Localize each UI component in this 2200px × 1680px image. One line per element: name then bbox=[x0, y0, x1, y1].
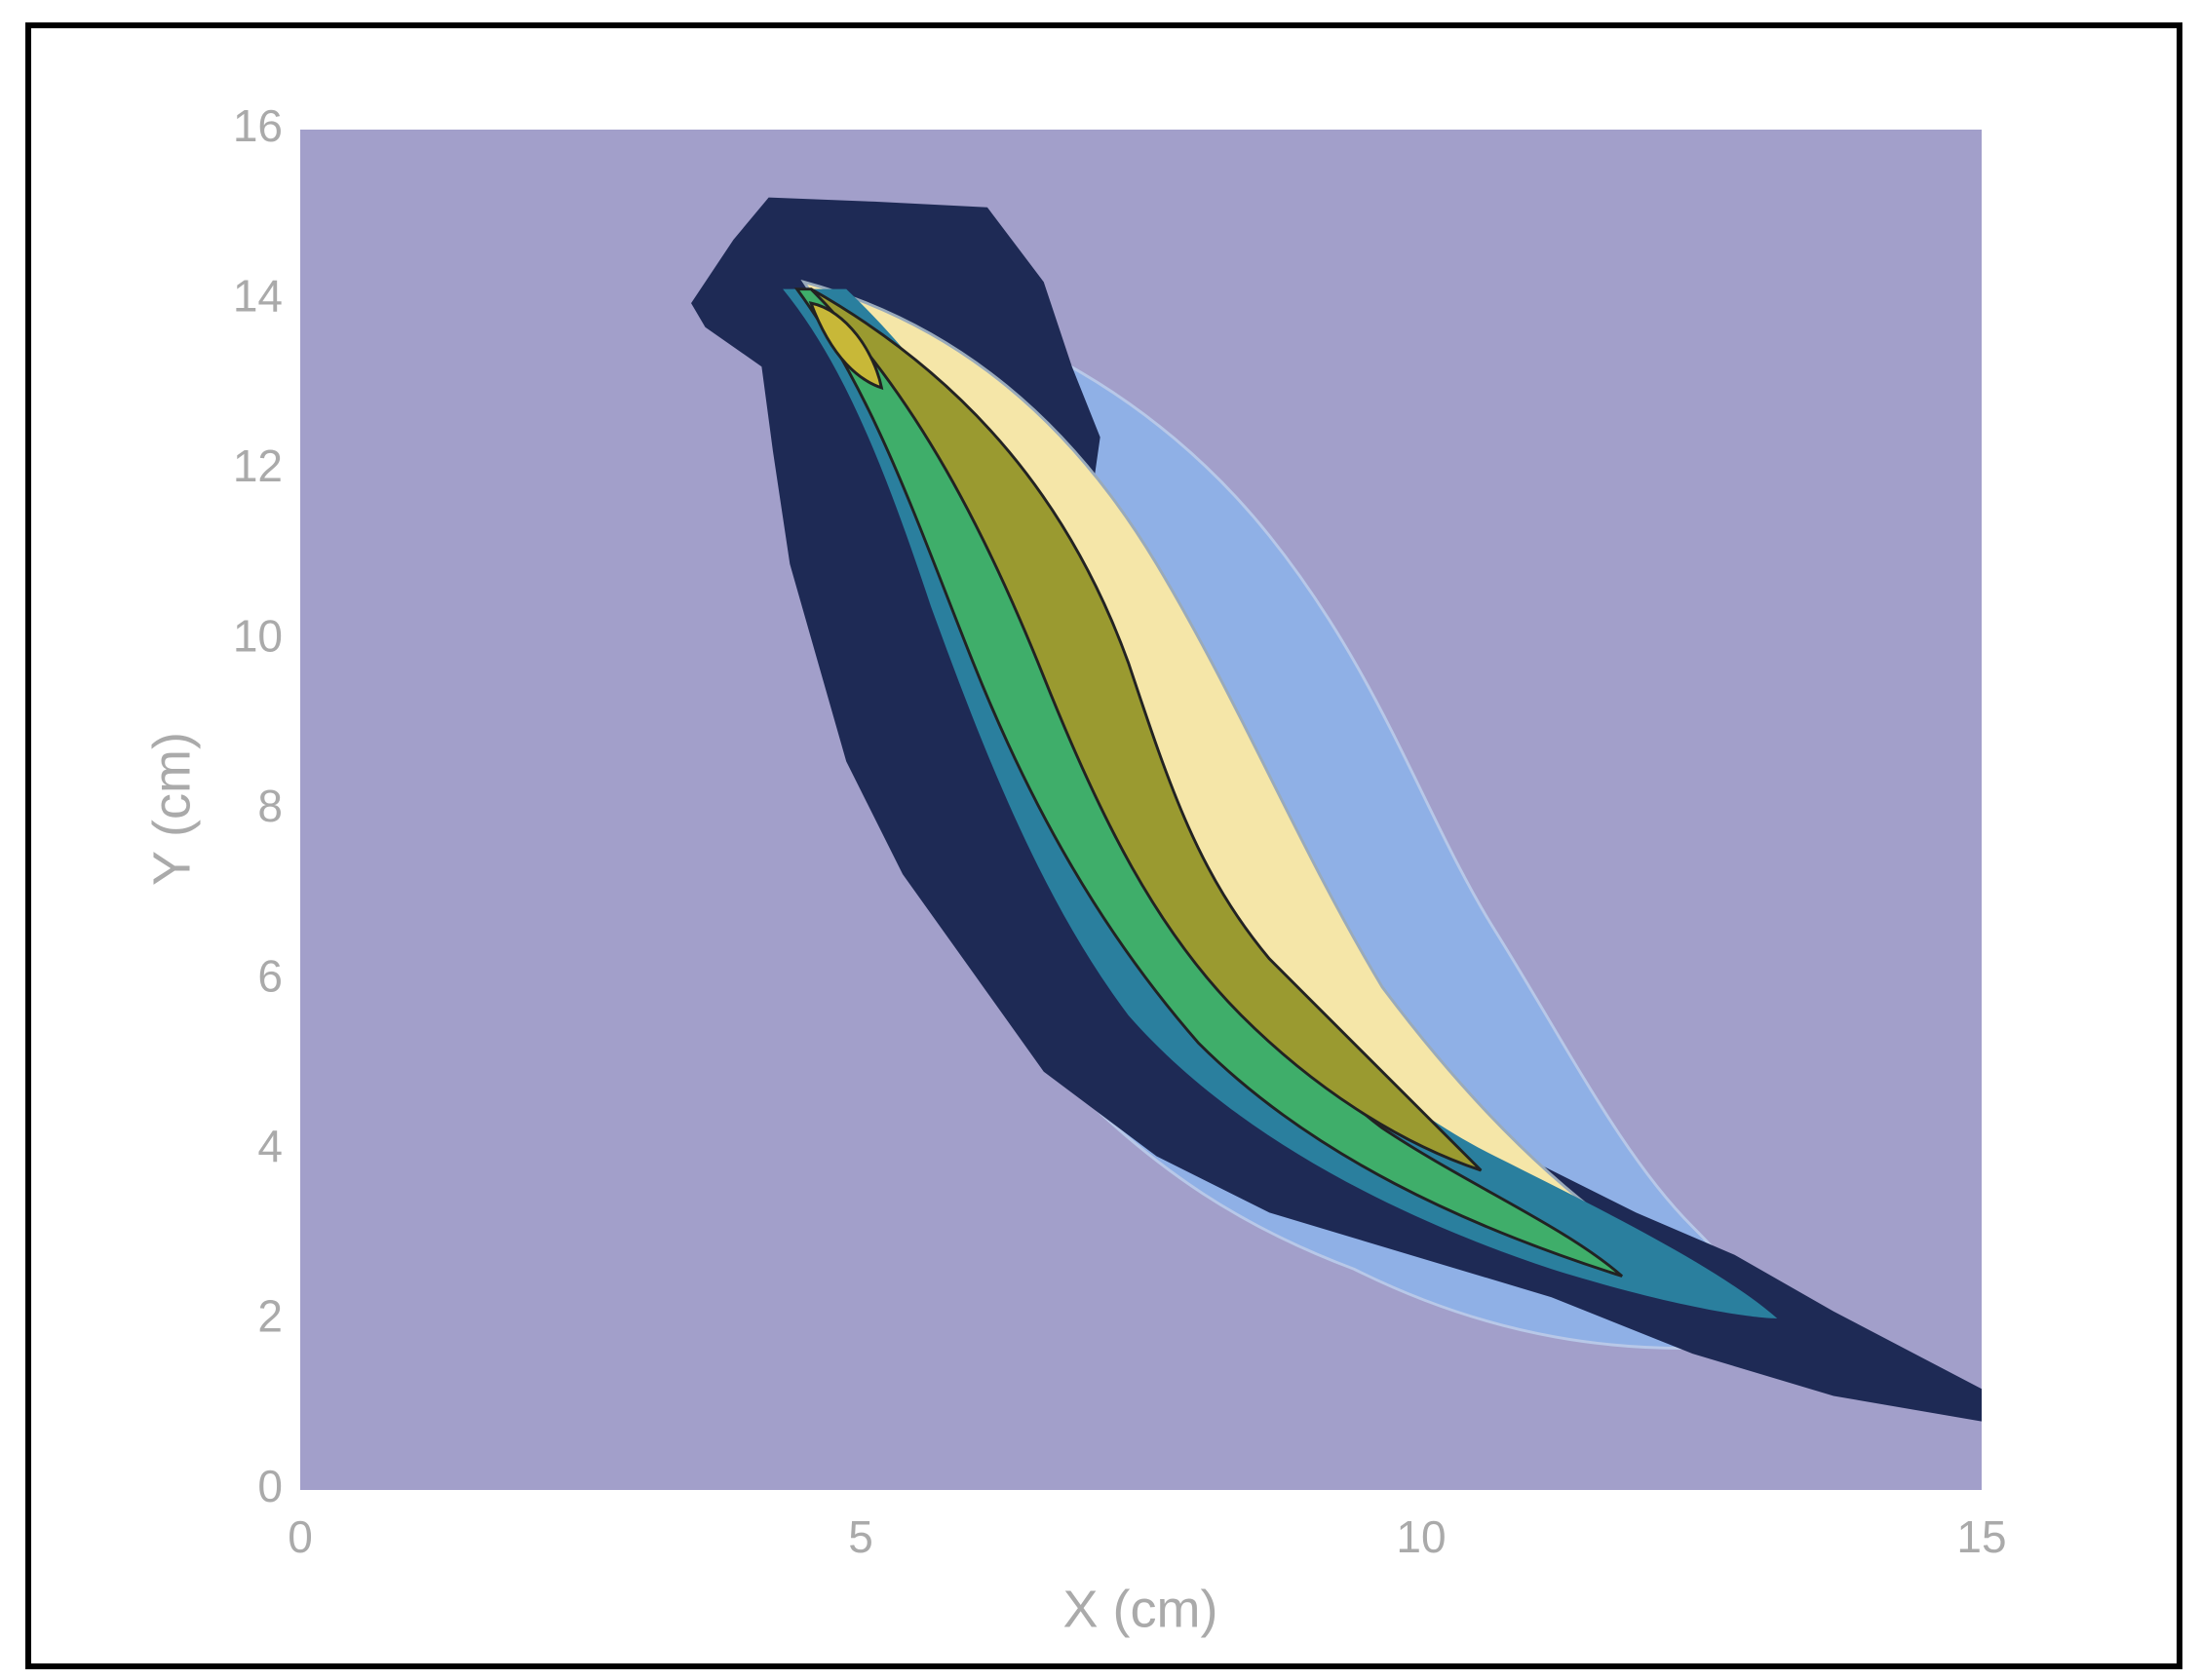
y-tick-label: 2 bbox=[257, 1291, 283, 1342]
y-tick-label: 16 bbox=[233, 100, 283, 151]
y-tick-label: 4 bbox=[257, 1121, 283, 1171]
x-tick-label: 10 bbox=[1396, 1511, 1446, 1562]
y-tick-label: 12 bbox=[233, 440, 283, 491]
x-tick-label: 15 bbox=[1956, 1511, 2006, 1562]
peak bbox=[808, 301, 884, 391]
x-axis-label: X (cm) bbox=[1063, 1580, 1218, 1638]
y-tick-label: 10 bbox=[233, 611, 283, 662]
frame bbox=[25, 22, 2182, 1669]
x-tick-label: 0 bbox=[288, 1511, 313, 1562]
density-field bbox=[691, 197, 1983, 1422]
y-tick-label: 6 bbox=[257, 951, 283, 1002]
y-tick-label: 8 bbox=[257, 781, 283, 831]
y-tick-label: 0 bbox=[257, 1461, 283, 1511]
olive-core bbox=[810, 287, 1483, 1172]
y-tick-label: 14 bbox=[233, 271, 283, 322]
y-axis-label: Y (cm) bbox=[142, 732, 201, 886]
x-tick-label: 5 bbox=[848, 1511, 873, 1562]
